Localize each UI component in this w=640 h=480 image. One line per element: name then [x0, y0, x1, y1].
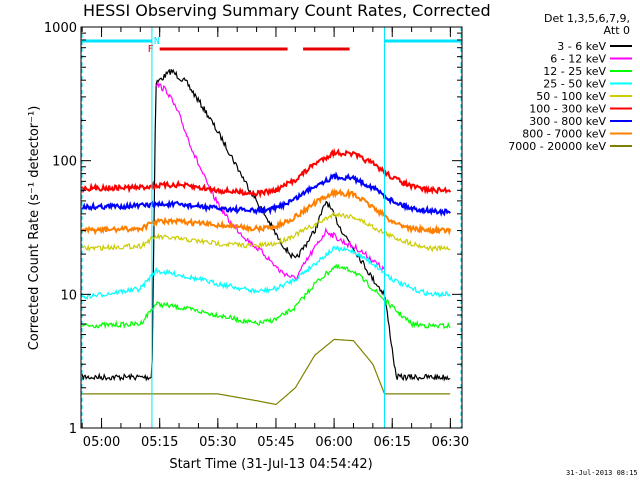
y-axis: 1 10 100 1000	[44, 21, 462, 437]
legend-label-5: 100 - 300 keV	[529, 103, 606, 116]
x-axis-label: Start Time (31-Jul-13 04:54:42)	[169, 457, 372, 472]
flare-flag-label: F	[148, 44, 154, 55]
legend-header-1: Att 0	[604, 24, 630, 37]
x-tick-label-2: 05:30	[199, 435, 236, 450]
legend-label-3: 25 - 50 keV	[543, 78, 606, 91]
series-line-6	[81, 171, 451, 217]
night-flag-label: N	[154, 36, 160, 47]
y-tick-label-2: 100	[52, 155, 77, 170]
series-line-5	[81, 147, 452, 199]
series-line-7	[81, 187, 452, 236]
legend-header-0: Det 1,3,5,6,7,9,	[544, 12, 630, 25]
legend-label-7: 800 - 7000 keV	[522, 128, 606, 141]
y-tick-label-0: 1	[69, 422, 77, 437]
series-line-1	[155, 80, 385, 280]
legend-label-6: 300 - 800 keV	[529, 115, 606, 128]
y-tick-label-1: 10	[60, 288, 77, 303]
x-tick-label-5: 06:15	[373, 435, 410, 450]
legend-label-2: 12 - 25 keV	[543, 65, 606, 78]
observing-flags: FN	[82, 36, 462, 55]
y-axis-label: Corrected Count Rate (s⁻¹ detector⁻¹)	[27, 106, 42, 351]
x-tick-label-4: 06:00	[315, 435, 352, 450]
series-line-8	[82, 338, 451, 405]
x-tick-label-0: 05:00	[83, 435, 120, 450]
legend-label-1: 6 - 12 keV	[550, 53, 606, 66]
legend-label-0: 3 - 6 keV	[557, 40, 606, 53]
plot-frame	[80, 26, 463, 429]
chart-title: HESSI Observing Summary Count Rates, Cor…	[83, 1, 491, 20]
x-axis: 05:00 05:15 05:30 05:45 06:00 06:15 06:30	[81, 27, 469, 450]
y-tick-label-3: 1000	[44, 21, 77, 36]
x-tick-label-6: 06:30	[432, 435, 469, 450]
legend-label-8: 7000 - 20000 keV	[508, 140, 606, 153]
x-tick-label-3: 05:45	[257, 435, 294, 450]
series-line-2	[81, 263, 451, 330]
series-line-4	[81, 211, 451, 253]
x-tick-label-1: 05:15	[141, 435, 178, 450]
series-line-3	[81, 245, 451, 301]
timestamp: 31-Jul-2013 08:15	[566, 469, 638, 477]
series-line-0	[81, 68, 451, 382]
legend-label-4: 50 - 100 keV	[536, 90, 606, 103]
plot-series	[81, 68, 452, 405]
vertical-markers	[81, 27, 462, 428]
